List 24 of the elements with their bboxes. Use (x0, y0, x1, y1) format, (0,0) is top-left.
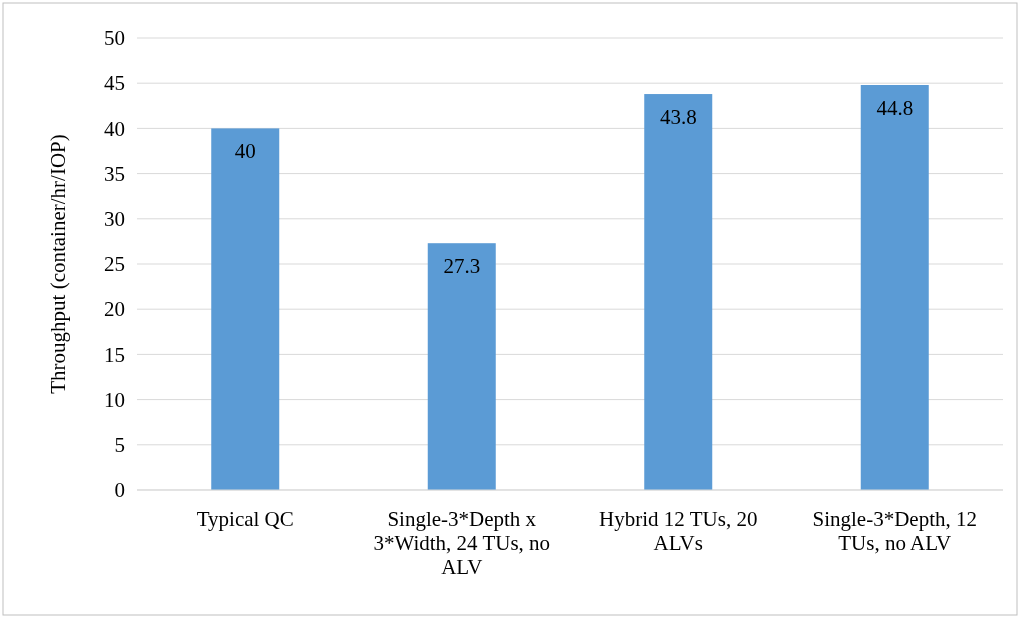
x-tick-label: Hybrid 12 TUs, 20 ALVs (599, 507, 758, 556)
x-tick-label: Typical QC (196, 507, 294, 531)
y-tick-label: 35 (104, 161, 125, 186)
bar (644, 94, 713, 490)
y-tick-label: 45 (104, 71, 125, 96)
y-tick-label: 5 (114, 433, 125, 458)
y-tick-label: 20 (104, 297, 125, 322)
y-tick-label: 40 (104, 116, 125, 141)
x-tick-label: Single-3*Depth, 12 TUs, no ALV (812, 507, 977, 556)
data-label: 44.8 (876, 96, 914, 121)
data-label: 27.3 (443, 254, 481, 279)
y-tick-label: 25 (104, 252, 125, 277)
bar (860, 85, 929, 490)
data-label: 40 (234, 139, 256, 164)
y-tick-label: 30 (104, 207, 125, 232)
y-tick-label: 0 (114, 478, 125, 503)
y-axis-title: Throughput (container/hr/IOP) (46, 134, 70, 394)
x-tick-label: Single-3*Depth x 3*Width, 24 TUs, no ALV (373, 507, 551, 580)
bar (427, 243, 496, 490)
y-tick-label: 10 (104, 387, 125, 412)
bar (211, 128, 280, 490)
y-tick-label: 50 (104, 26, 125, 51)
data-label: 43.8 (659, 105, 697, 130)
y-tick-label: 15 (104, 342, 125, 367)
